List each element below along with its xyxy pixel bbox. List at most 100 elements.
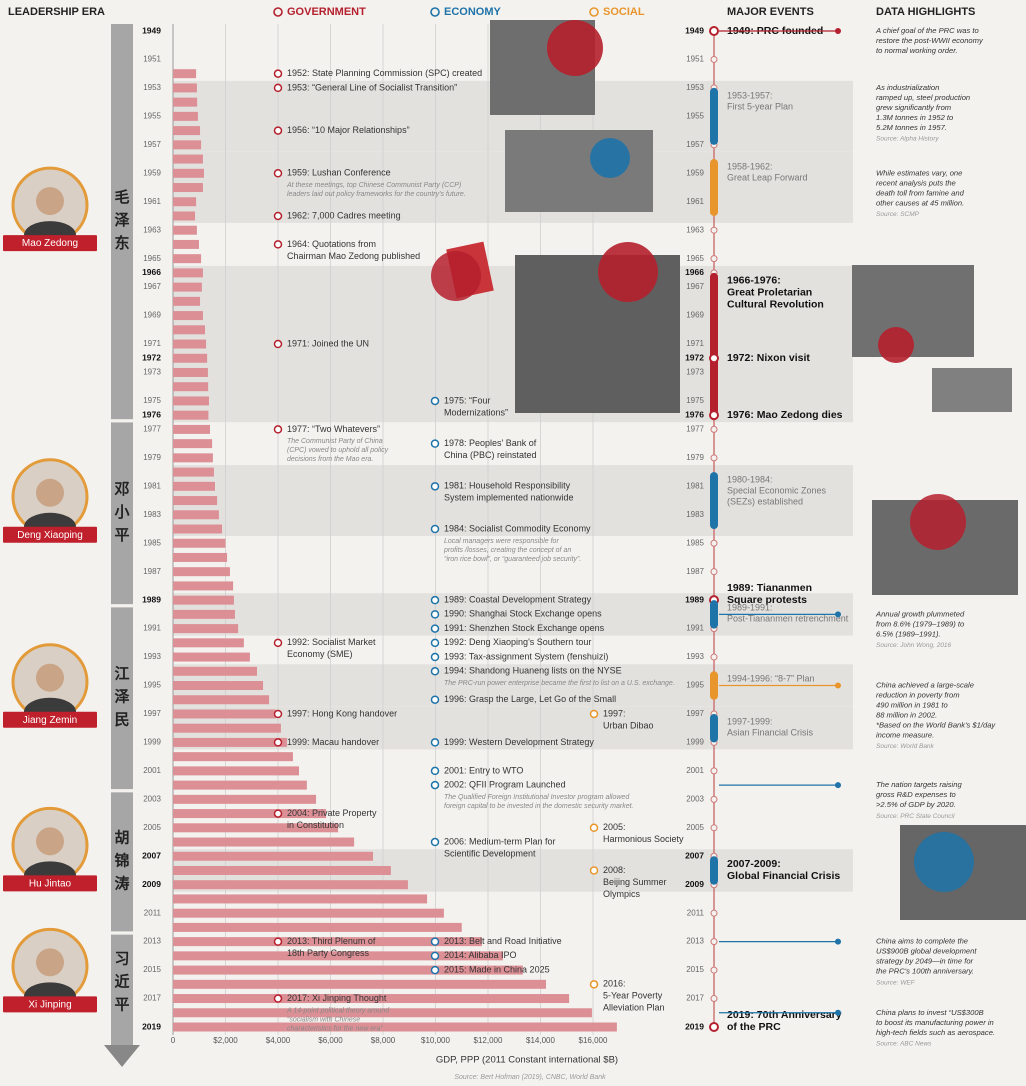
- year-label: 1979: [686, 453, 704, 462]
- year-label: 1976: [142, 409, 161, 419]
- year-label: 1997: [686, 709, 704, 718]
- event-marker: [589, 709, 599, 719]
- event-text: 2006: Medium-term Plan for: [444, 836, 556, 846]
- year-label: 1955: [686, 111, 704, 120]
- major-event-text: 2007-2009:: [727, 858, 781, 870]
- event-marker: [589, 866, 599, 875]
- x-tick-label: $6,000: [318, 1036, 343, 1045]
- highlight-dot: [835, 682, 841, 689]
- year-label: 2007: [685, 851, 704, 861]
- event-note: leaders laid out policy frameworks for t…: [287, 191, 466, 198]
- event-dot: [709, 26, 719, 36]
- bar: [173, 97, 198, 107]
- year-label: 2019: [685, 1021, 704, 1031]
- major-event-text: First 5-year Plan: [727, 101, 793, 111]
- era-bar: [111, 24, 133, 420]
- year-label: 2007: [142, 851, 161, 861]
- event-marker: [273, 937, 283, 946]
- timeline-node: [710, 454, 718, 462]
- header-icon: [589, 7, 599, 17]
- event-text: in Constitution: [287, 820, 344, 830]
- event-text: 1959: Lushan Conference: [287, 168, 391, 178]
- year-label: 1961: [686, 197, 704, 206]
- period-bar: [710, 472, 718, 529]
- portrait-head: [36, 663, 64, 692]
- event-text: 2013: Belt and Road Initiative: [444, 936, 562, 946]
- event-marker: [430, 951, 440, 961]
- bar: [173, 880, 408, 890]
- highlight-dot: [835, 938, 841, 945]
- year-label: 1961: [143, 197, 161, 206]
- bar: [173, 979, 547, 989]
- major-event-text: 2019: 70th Anniversary: [727, 1009, 842, 1021]
- highlight-text: grew significantly from: [876, 103, 951, 112]
- major-event-text: Special Economic Zones: [727, 485, 827, 495]
- bar: [173, 282, 202, 292]
- event-text: 2002: QFII Program Launched: [444, 779, 566, 789]
- bar: [173, 353, 208, 363]
- era-bar: [111, 792, 133, 932]
- year-label: 1999: [686, 738, 704, 747]
- leader-name: Xi Jinping: [28, 999, 71, 1010]
- event-marker: [273, 994, 283, 1003]
- x-tick-label: $2,000: [213, 1036, 238, 1045]
- year-label: 1985: [686, 538, 704, 547]
- bar: [173, 624, 239, 634]
- portrait-head: [36, 187, 64, 216]
- bar: [173, 581, 234, 591]
- bar: [173, 367, 208, 377]
- event-text: 1977: “Two Whatevers”: [287, 424, 380, 434]
- bar: [173, 823, 339, 833]
- event-note: The PRC-run power enterprise became the …: [444, 680, 675, 687]
- photos: [431, 20, 1026, 920]
- year-label: 1967: [143, 282, 161, 291]
- x-axis-label: GDP, PPP (2011 Constant international $B…: [436, 1055, 618, 1066]
- header: LEADERSHIP ERA: [8, 6, 105, 18]
- event-text: 1964: Quotations from: [287, 239, 376, 249]
- era-bar: [111, 422, 133, 605]
- era-bar: [111, 934, 133, 1045]
- leader-name: Deng Xiaoping: [17, 530, 83, 541]
- name-ribbon: [3, 711, 97, 728]
- year-label: 1987: [143, 567, 161, 576]
- timeline-node: [710, 55, 718, 63]
- event-marker: [273, 169, 283, 178]
- x-tick-label: $4,000: [266, 1036, 291, 1045]
- year-label: 1971: [143, 339, 161, 348]
- year-label: 1957: [143, 140, 161, 149]
- x-tick-label: $16,000: [579, 1036, 608, 1045]
- event-text: 2004: Private Property: [287, 808, 377, 818]
- bar: [173, 538, 226, 548]
- leader-name: Hu Jintao: [29, 879, 72, 890]
- year-label: 2011: [144, 908, 162, 917]
- event-text: System implemented nationwide: [444, 493, 574, 503]
- event-marker: [273, 211, 283, 221]
- bar: [173, 780, 307, 790]
- event-note: “socialism with Chinese: [287, 1016, 360, 1023]
- major-event-text: 1966-1976:: [727, 275, 781, 287]
- event-text: 1971: Joined the UN: [287, 338, 369, 348]
- highlight-source: Source: Alpha History: [876, 136, 939, 143]
- bar: [173, 595, 234, 605]
- photo-accent: [590, 138, 630, 178]
- event-note: characteristics for the new era”: [287, 1025, 383, 1032]
- bar: [173, 254, 202, 264]
- event-marker: [430, 638, 440, 648]
- bar: [173, 311, 203, 321]
- year-label: 1949: [685, 25, 704, 35]
- year-label: 2013: [686, 937, 704, 946]
- year-label: 1991: [143, 624, 161, 633]
- event-marker: [430, 965, 440, 975]
- event-text: 1953: “General Line of Socialist Transit…: [287, 82, 457, 92]
- event-text: 2016:: [603, 979, 626, 989]
- highlight-source: Source: ABC News: [876, 1040, 932, 1047]
- event-text: 1984: Socialist Commodity Economy: [444, 523, 591, 533]
- event-marker: [430, 695, 440, 704]
- bar: [173, 154, 203, 164]
- event-text: 1991: Shenzhen Stock Exchange opens: [444, 623, 605, 633]
- event-text: 5-Year Poverty: [603, 991, 663, 1001]
- year-label: 1975: [143, 396, 161, 405]
- bar: [173, 552, 228, 562]
- event-text: 1999: Western Development Strategy: [444, 737, 594, 747]
- year-label: 1995: [686, 681, 704, 690]
